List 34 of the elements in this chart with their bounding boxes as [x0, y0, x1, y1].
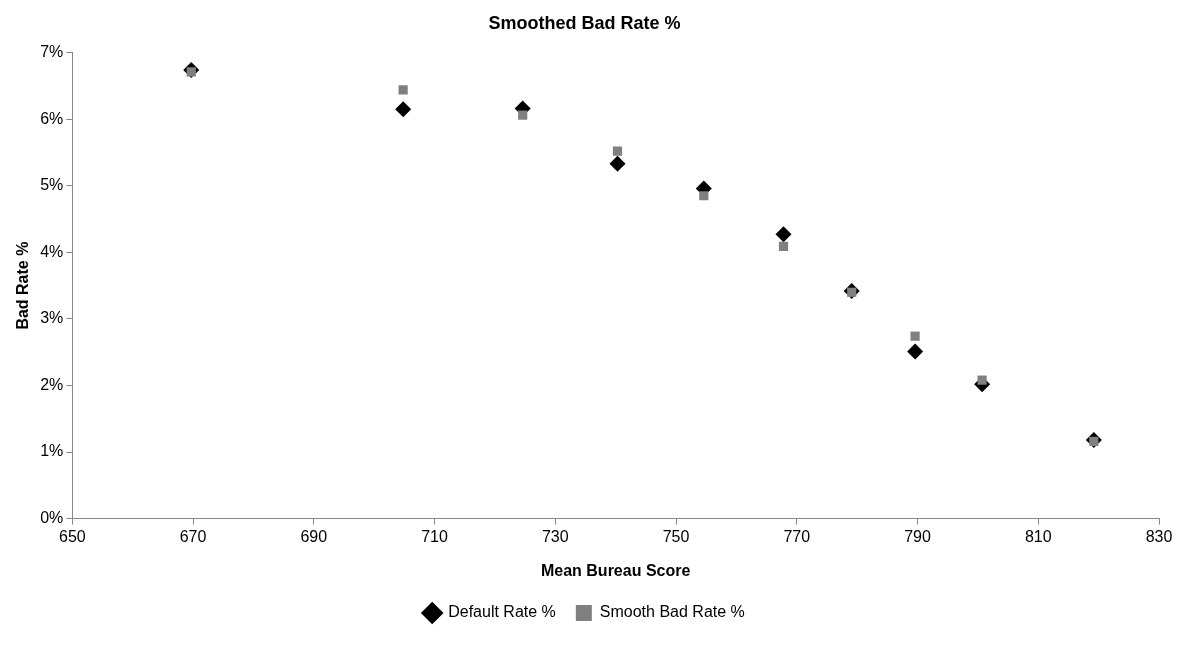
x-tick-label: 770	[783, 527, 811, 545]
x-tick-label: 810	[1024, 527, 1052, 545]
x-tick-label: 730	[541, 527, 569, 545]
x-tick-label: 790	[904, 527, 931, 545]
y-tick-label: 2%	[40, 375, 64, 393]
y-tick-label: 1%	[40, 442, 64, 460]
x-tick-label: 670	[179, 527, 207, 545]
y-tick-label: 7%	[40, 43, 64, 61]
y-tick-label: 5%	[40, 176, 64, 194]
y-tick-label: 3%	[40, 309, 64, 327]
legend-label: Smooth Bad Rate %	[599, 603, 745, 621]
point	[907, 343, 924, 360]
point	[977, 375, 987, 385]
y-axis-title: Bad Rate %	[14, 241, 32, 330]
point	[518, 110, 528, 120]
point	[398, 85, 408, 95]
legend-label: Default Rate %	[448, 603, 556, 621]
y-tick-label: 6%	[40, 109, 64, 127]
point	[612, 146, 623, 156]
x-axis-title: Mean Bureau Score	[540, 561, 691, 579]
x-tick-label: 710	[421, 527, 448, 545]
chart-title: Smoothed Bad Rate %	[488, 12, 681, 33]
x-tick-label: 690	[300, 527, 328, 545]
point	[775, 226, 792, 243]
x-tick-label: 650	[58, 527, 86, 545]
x-tick-label: 750	[662, 527, 690, 545]
x-tick-label: 830	[1145, 527, 1173, 545]
point	[609, 155, 626, 172]
point	[395, 101, 412, 118]
y-tick-label: 0%	[40, 509, 64, 527]
point	[699, 191, 709, 201]
point	[910, 331, 920, 341]
point	[778, 241, 789, 251]
y-tick-label: 4%	[40, 242, 64, 260]
